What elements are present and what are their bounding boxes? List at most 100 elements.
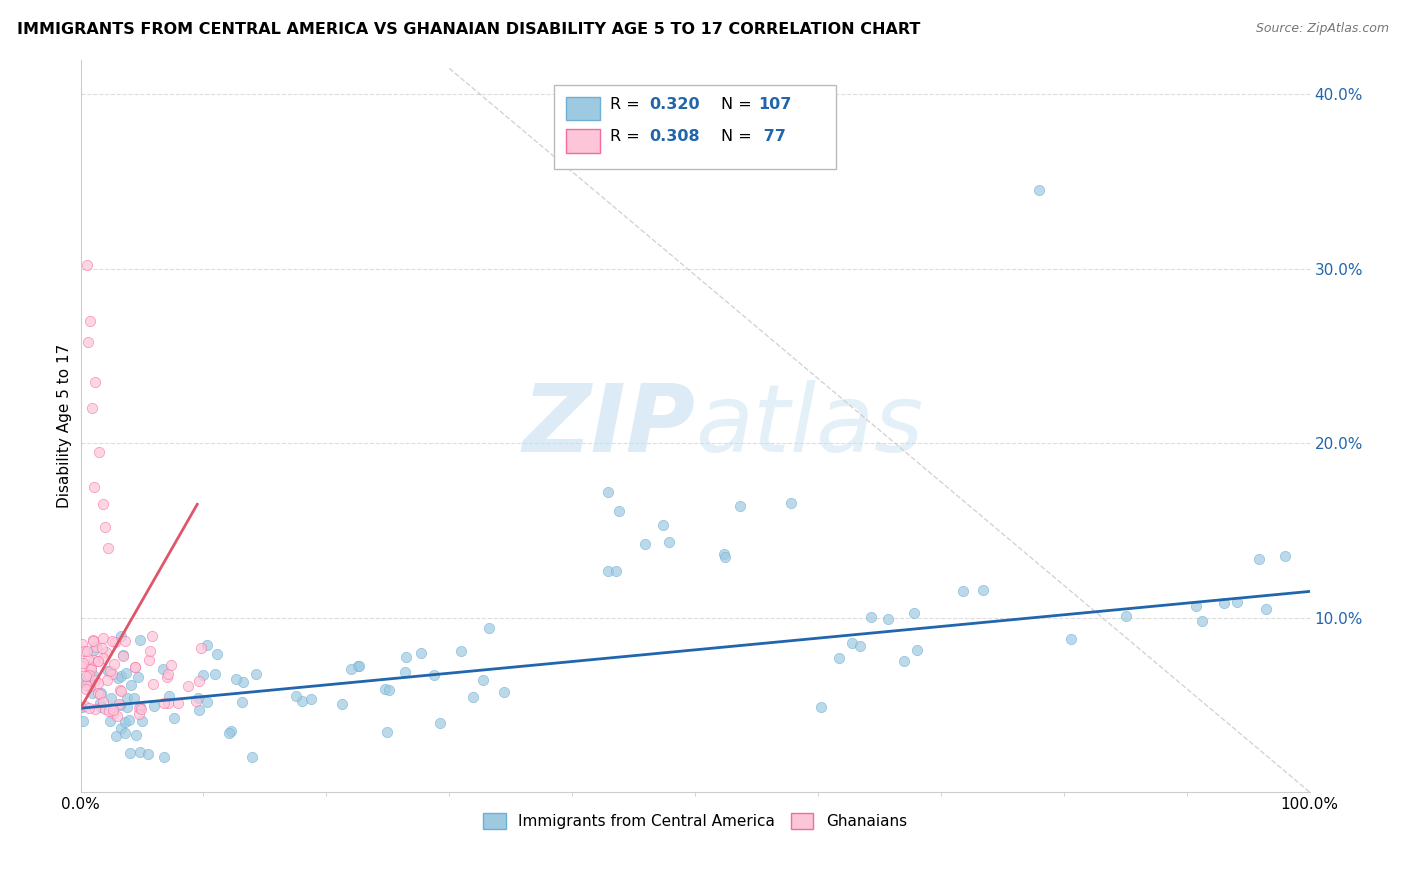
Point: [76, 643, 98, 657]
Point: [122, 691, 145, 706]
Point: [80, 659, 103, 673]
Point: [83, 653, 105, 667]
Point: [598, 485, 620, 500]
Point: [104, 635, 127, 649]
Point: [634, 536, 657, 550]
Point: [97, 665, 120, 679]
Point: [72, 672, 94, 686]
FancyBboxPatch shape: [567, 97, 600, 120]
Point: [96, 673, 118, 687]
Point: [86, 686, 108, 700]
Point: [110, 684, 132, 698]
Point: [605, 564, 627, 578]
Point: [1226, 595, 1249, 609]
Point: [728, 499, 751, 513]
Point: [596, 564, 619, 578]
Point: [849, 639, 872, 653]
Point: [157, 690, 180, 704]
Point: [125, 728, 148, 742]
Text: R =: R =: [610, 97, 645, 112]
Point: [87, 445, 110, 459]
Point: [114, 726, 136, 740]
Point: [94, 645, 117, 659]
Point: [142, 698, 165, 713]
Point: [98, 665, 121, 679]
Point: [103, 657, 125, 672]
Point: [245, 667, 267, 681]
Point: [877, 612, 900, 626]
Point: [374, 681, 396, 696]
Point: [70, 700, 93, 714]
Point: [163, 711, 186, 725]
Point: [187, 673, 209, 688]
Point: [114, 633, 136, 648]
Point: [87, 654, 110, 668]
Point: [128, 701, 150, 715]
Point: [377, 683, 399, 698]
Point: [83, 642, 105, 657]
Point: [218, 725, 240, 739]
Point: [779, 496, 801, 510]
Point: [284, 690, 307, 704]
Point: [429, 716, 451, 731]
Point: [1185, 599, 1208, 614]
Point: [450, 643, 472, 657]
Point: [111, 649, 134, 664]
Point: [152, 662, 174, 676]
Point: [347, 658, 370, 673]
Point: [70, 659, 93, 673]
Point: [156, 697, 179, 711]
Point: [127, 670, 149, 684]
Point: [167, 697, 190, 711]
Point: [1028, 183, 1050, 197]
Point: [221, 723, 243, 738]
Point: [75, 681, 97, 696]
Point: [110, 698, 132, 713]
Point: [101, 666, 124, 681]
Point: [225, 672, 247, 686]
Point: [153, 696, 176, 710]
Point: [90, 700, 112, 714]
Point: [87, 676, 110, 690]
Point: [79, 314, 101, 328]
Point: [128, 699, 150, 714]
Point: [128, 632, 150, 647]
Point: [291, 694, 314, 708]
Point: [77, 701, 100, 715]
Point: [1115, 608, 1137, 623]
Point: [94, 520, 117, 534]
Point: [124, 660, 146, 674]
Text: atlas: atlas: [695, 380, 924, 471]
Point: [107, 671, 129, 685]
Point: [188, 703, 211, 717]
Point: [138, 747, 160, 761]
Point: [193, 667, 215, 681]
Point: [184, 694, 207, 708]
Point: [893, 653, 915, 667]
Point: [80, 686, 103, 700]
Point: [115, 690, 138, 705]
Point: [713, 547, 735, 561]
Text: IMMIGRANTS FROM CENTRAL AMERICA VS GHANAIAN DISABILITY AGE 5 TO 17 CORRELATION C: IMMIGRANTS FROM CENTRAL AMERICA VS GHANA…: [17, 22, 921, 37]
Point: [332, 697, 354, 711]
Point: [82, 633, 104, 648]
Point: [494, 685, 516, 699]
Text: 0.308: 0.308: [650, 129, 700, 145]
Point: [1274, 549, 1296, 563]
Point: [76, 258, 98, 272]
Point: [89, 687, 111, 701]
Point: [87, 655, 110, 669]
Point: [77, 675, 100, 690]
Point: [409, 646, 432, 660]
FancyBboxPatch shape: [554, 86, 837, 169]
Point: [828, 651, 851, 665]
Point: [195, 695, 218, 709]
Point: [110, 669, 132, 683]
Point: [90, 641, 112, 656]
Point: [104, 729, 127, 743]
Point: [190, 641, 212, 656]
Point: [77, 651, 100, 665]
Point: [142, 677, 165, 691]
Point: [905, 643, 928, 657]
Point: [187, 690, 209, 705]
